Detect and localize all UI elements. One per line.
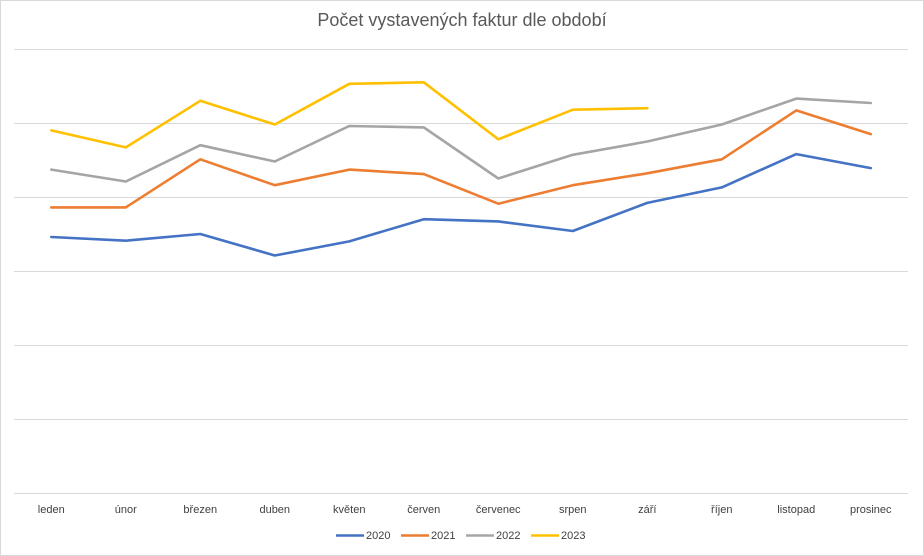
x-axis-tick-labels: leden únor březen duben květen červen červenec… xyxy=(38,504,892,516)
chart-title: Počet vystavených faktur dle období xyxy=(317,10,607,30)
legend-label-2022: 2022 xyxy=(496,530,520,542)
x-tick-label: červenec xyxy=(476,504,521,516)
x-tick-label: listopad xyxy=(777,504,815,516)
x-tick-label: duben xyxy=(259,504,290,516)
gridlines xyxy=(14,49,908,494)
x-tick-label: říjen xyxy=(711,504,732,516)
series-line-2020 xyxy=(50,152,873,257)
legend-label-2023: 2023 xyxy=(561,530,585,542)
series-lines xyxy=(50,81,873,257)
x-tick-label: březen xyxy=(183,504,217,516)
x-tick-label: únor xyxy=(115,504,137,516)
x-tick-label: září xyxy=(638,504,656,516)
x-tick-label: prosinec xyxy=(850,504,892,516)
x-tick-label: červen xyxy=(407,504,440,516)
series-line-2021 xyxy=(50,109,873,209)
series-line-2022 xyxy=(50,97,873,183)
x-tick-label: srpen xyxy=(559,504,587,516)
legend-label-2020: 2020 xyxy=(366,530,390,542)
x-tick-label: květen xyxy=(333,504,365,516)
legend-label-2021: 2021 xyxy=(431,530,455,542)
legend: 2020 2021 2022 2023 xyxy=(336,530,585,542)
series-line-2023 xyxy=(50,81,649,149)
x-tick-label: leden xyxy=(38,504,65,516)
